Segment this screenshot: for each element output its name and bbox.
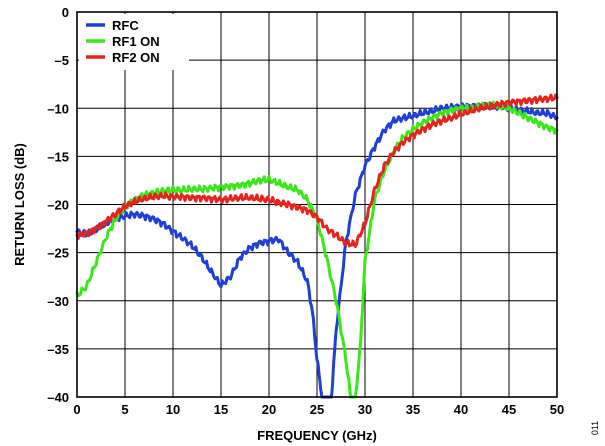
series-group (75, 93, 559, 399)
y-tick-label-0: 0 (62, 5, 69, 20)
x-tick-label-2: 10 (166, 402, 180, 417)
y-axis-title: RETURN LOSS (dB) (12, 143, 27, 266)
y-tick-label-7: –35 (47, 342, 69, 357)
y-tick-label-8: –40 (47, 390, 69, 405)
x-axis-title: FREQUENCY (GHz) (257, 428, 377, 443)
x-tick-label-4: 20 (262, 402, 276, 417)
y-tick-label-1: –5 (55, 53, 69, 68)
legend-label-1: RF1 ON (112, 34, 160, 49)
x-tick-label-0: 0 (73, 402, 80, 417)
y-tick-labels: 0 –5 –10 –15 –20 –25 –30 –35 –40 (47, 5, 69, 405)
x-tick-label-3: 15 (214, 402, 228, 417)
x-tick-label-6: 30 (358, 402, 372, 417)
x-tick-label-1: 5 (121, 402, 128, 417)
x-tick-label-8: 40 (454, 402, 468, 417)
legend-label-2: RF2 ON (112, 50, 160, 65)
y-tick-label-3: –15 (47, 149, 69, 164)
y-tick-label-5: –25 (47, 246, 69, 261)
x-tick-label-10: 50 (550, 402, 564, 417)
y-tick-label-6: –30 (47, 294, 69, 309)
x-tick-labels: 0 5 10 15 20 25 30 35 40 45 50 (73, 402, 564, 417)
x-tick-label-5: 25 (310, 402, 324, 417)
y-tick-label-4: –20 (47, 198, 69, 213)
y-tick-label-2: –10 (47, 101, 69, 116)
x-tick-label-7: 35 (406, 402, 420, 417)
series-line-rf2-on (75, 93, 559, 248)
legend-label-0: RFC (112, 18, 139, 33)
figure-id: 011 (590, 421, 600, 435)
plot-frame (76, 11, 558, 398)
x-tick-label-9: 45 (502, 402, 516, 417)
